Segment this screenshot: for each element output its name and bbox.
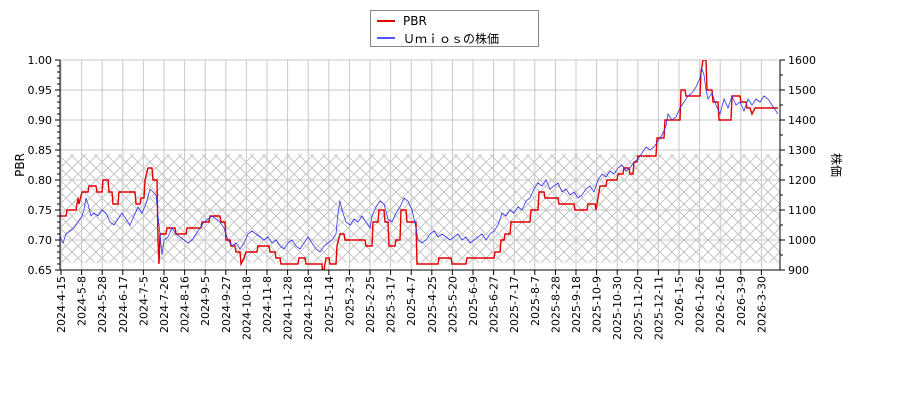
y-right-tick-label: 1000 [788,234,816,247]
x-tick-label: 2025-2-25 [364,276,377,333]
x-tick-label: 2024-7-26 [158,276,171,333]
x-tick-label: 2024-10-18 [240,276,253,340]
series-lines [60,60,779,270]
x-tick-label: 2025-2-3 [343,276,356,326]
y-left-tick-label: 0.85 [28,144,53,157]
y-right-tick-label: 1600 [788,54,816,67]
legend-item-stock-price: Ｕｍｉｏｓの株価 [377,30,499,46]
legend-swatch-pbr [377,20,395,22]
axes [55,59,785,275]
y-right-axis-title: 株価 [829,153,844,177]
y-left-tick-label: 1.00 [28,54,53,67]
grid-lines [60,59,780,271]
x-tick-label: 2025-9-18 [570,276,583,333]
x-tick-label: 2024-4-15 [55,276,68,333]
x-tick-label: 2026-1-5 [673,276,686,326]
x-tick-label: 2024-5-8 [76,276,89,326]
x-tick-label: 2025-4-25 [426,276,439,333]
y-left-tick-label: 0.95 [28,84,53,97]
legend: PBR Ｕｍｉｏｓの株価 [370,10,539,47]
x-tick-label: 2024-7-5 [137,276,150,326]
legend-swatch-stock-price [377,37,395,39]
x-tick-label: 2025-8-7 [529,276,542,326]
x-tick-label: 2025-10-30 [611,276,624,340]
hatched-band [60,154,780,263]
x-tick-label: 2025-5-20 [446,276,459,333]
x-tick-label: 2026-1-26 [694,276,707,333]
plot-area [60,60,780,270]
x-tick-label: 2025-7-17 [508,276,521,333]
y-left-tick-label: 0.90 [28,114,53,127]
x-tick-label: 2025-6-27 [488,276,501,333]
axis-labels: 2024-4-15 2024-5-8 2024-5-28 2024-6-17 2024-… [13,54,844,340]
legend-label-pbr: PBR [403,14,427,28]
y-right-tick-label: 1400 [788,114,816,127]
x-tick-label: 2024-9-5 [199,276,212,326]
x-tick-label: 2025-3-17 [385,276,398,333]
x-tick-label: 2024-11-8 [261,276,274,333]
legend-item-pbr: PBR [377,13,427,29]
y-right-tick-label: 1300 [788,144,816,157]
y-right-tick-label: 1500 [788,84,816,97]
x-tick-label: 2024-8-16 [179,276,192,333]
x-tick-label: 2024-5-28 [96,276,109,333]
stock-price-line [60,67,779,256]
x-tick-label: 2026-2-16 [714,276,727,333]
x-tick-label: 2025-1-14 [323,276,336,333]
y-right-tick-label: 1100 [788,204,816,217]
y-left-axis-title: PBR [13,153,27,177]
y-left-tick-label: 0.80 [28,174,53,187]
x-tick-label: 2025-11-20 [632,276,645,340]
legend-label-stock-price: Ｕｍｉｏｓの株価 [403,31,500,46]
x-tick-label: 2026-3-9 [735,276,748,326]
x-tick-label: 2024-9-27 [220,276,233,333]
y-right-tick-label: 1200 [788,174,816,187]
x-tick-label: 2025-12-11 [652,276,665,340]
y-left-tick-label: 0.75 [28,204,53,217]
y-right-tick-label: 900 [788,264,809,277]
x-tick-label: 2025-8-28 [549,276,562,333]
x-tick-label: 2024-6-17 [117,276,130,333]
x-tick-label: 2024-12-18 [302,276,315,340]
x-tick-label: 2026-3-30 [755,276,768,333]
x-tick-label: 2025-10-9 [591,276,604,333]
x-tick-label: 2025-4-7 [405,276,418,326]
x-tick-label: 2024-11-28 [282,276,295,340]
pbr-line [60,60,778,270]
y-left-tick-label: 0.65 [28,264,53,277]
x-tick-label: 2025-6-9 [467,276,480,326]
y-left-tick-label: 0.70 [28,234,53,247]
